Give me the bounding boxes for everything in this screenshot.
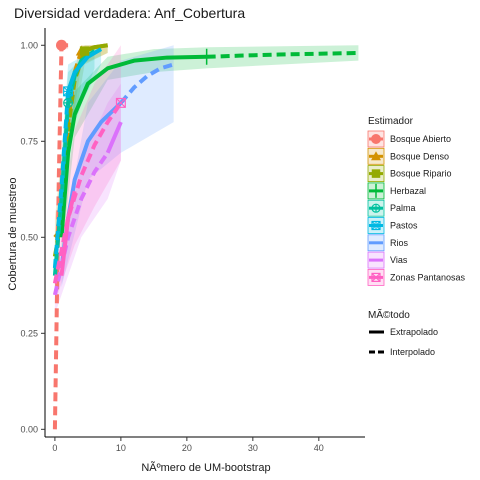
legend-method-item-1: Interpolado [369,347,435,357]
legend-item-4: Palma [368,200,416,216]
observed-point-series-0 [56,40,67,51]
legend-label-4: Palma [390,203,416,213]
legend-label-5: Pastos [390,221,418,231]
x-tick-label-1: 10 [116,443,126,453]
y-tick-label-1: 0.25 [20,328,38,338]
legend-item-5: Pastos [368,218,418,234]
y-tick-label-3: 0.75 [20,136,38,146]
legend-method-title: MÃ©todo [368,308,410,321]
legend-item-2: Bosque Ripario [368,166,452,182]
x-tick-label-3: 30 [248,443,258,453]
x-tick-label-4: 40 [314,443,324,453]
plot-area [55,40,359,430]
legend-method-item-0: Extrapolado [369,327,438,337]
legend-method-label-0: Extrapolado [390,327,438,337]
legend-item-8: Zonas Pantanosas [368,269,466,285]
legend-key-marker-2 [372,169,381,178]
legend-label-1: Bosque Denso [390,151,449,161]
x-axis-title: NÃºmero de UM-bootstrap [141,461,270,474]
legend-item-7: Vias [368,252,408,268]
observed-point-series-4 [64,98,73,107]
legend-label-6: Rios [390,238,409,248]
chart-title: Diversidad verdadera: Anf_Cobertura [14,5,245,21]
x-tick-label-2: 20 [182,443,192,453]
legend-item-6: Rios [368,235,409,251]
y-tick-label-2: 0.50 [20,232,38,242]
y-axis-title: Cobertura de muestreo [7,177,19,290]
legend-item-1: Bosque Denso [368,148,449,164]
legend-label-0: Bosque Abierto [390,134,451,144]
x-tick-label-0: 0 [52,443,57,453]
legend-item-0: Bosque Abierto [368,131,451,147]
legend-key-marker-5 [372,222,380,230]
legend-item-3: Herbazal [368,183,426,199]
legend-key-marker-0 [371,134,381,144]
y-tick-label-4: 1.00 [20,40,38,50]
legend-label-8: Zonas Pantanosas [390,272,466,282]
y-tick-label-0: 0.00 [20,424,38,434]
observed-point-series-2 [80,46,89,55]
observed-point-series-5 [64,87,73,96]
legend-estimator-title: Estimador [368,116,414,127]
legend-label-2: Bosque Ripario [390,169,452,179]
legend-label-3: Herbazal [390,186,426,196]
legend-method-label-1: Interpolado [390,347,435,357]
legend-label-7: Vias [390,255,408,265]
legend: Estimador Bosque Abierto Bosque Denso Bosqu… [368,116,466,357]
legend-key-marker-4 [372,204,380,212]
